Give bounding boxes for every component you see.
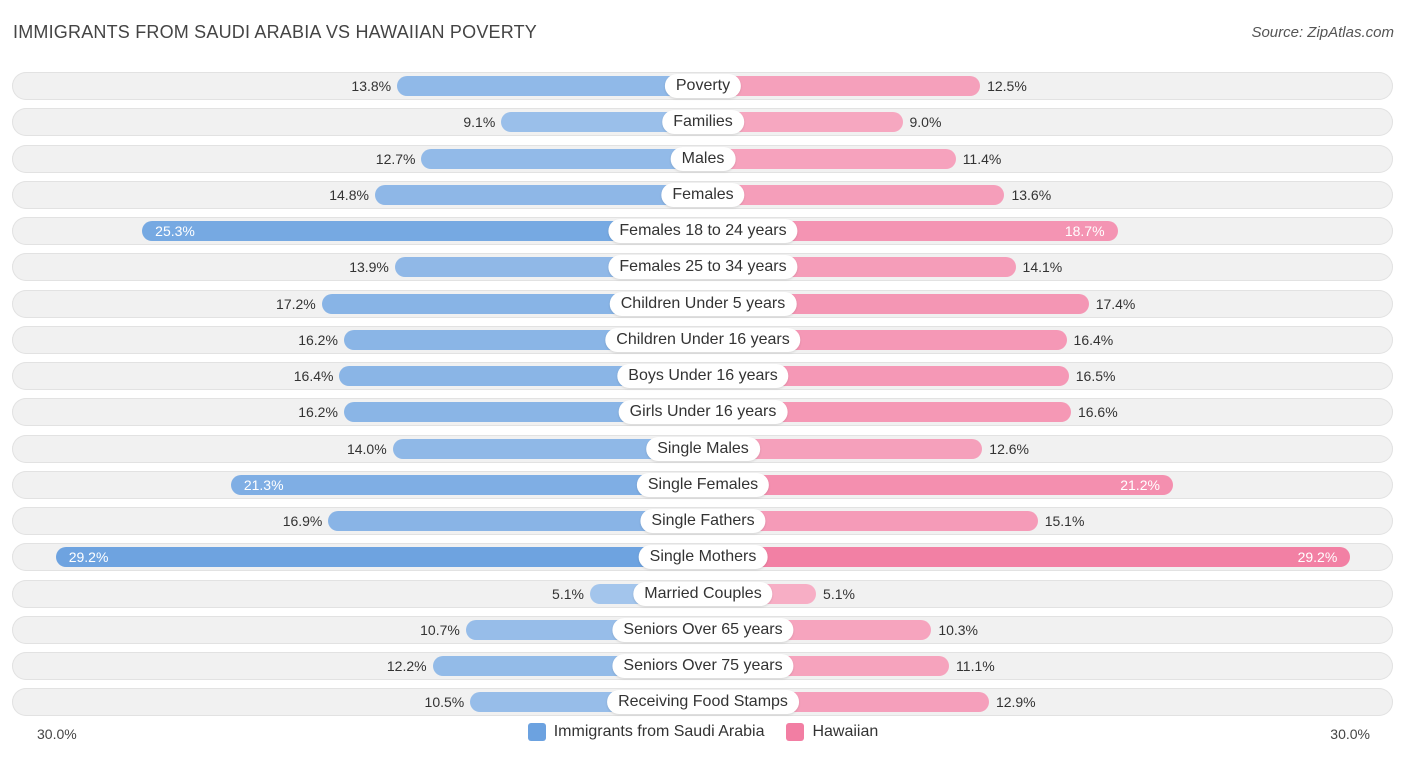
bar-left[interactable] <box>421 148 703 169</box>
bar-left[interactable] <box>230 474 703 495</box>
value-label-left: 14.8% <box>329 186 369 203</box>
value-label-right: 12.5% <box>987 78 1027 94</box>
bar-right[interactable] <box>703 293 1089 314</box>
bar-right[interactable] <box>703 547 1351 568</box>
source-note: Source: ZipAtlas.com <box>1251 24 1394 41</box>
value-label-right: 21.2% <box>1120 476 1160 493</box>
value-label-right: 11.4% <box>962 150 1002 167</box>
value-label-left: 29.2% <box>68 549 109 566</box>
category-label: Families <box>662 110 744 135</box>
category-label: Single Males <box>646 436 760 461</box>
value-label-left: 10.5% <box>424 694 465 711</box>
bar-left[interactable] <box>142 221 703 241</box>
value-label-left: 9.1% <box>463 114 496 131</box>
category-label: Poverty <box>664 74 742 98</box>
value-label-left: 16.2% <box>298 404 338 421</box>
category-label: Seniors Over 65 years <box>612 617 794 642</box>
category-label: Boys Under 16 years <box>617 364 789 388</box>
value-label-right: 10.3% <box>938 621 979 638</box>
category-label: Single Mothers <box>638 545 768 570</box>
category-label: Single Fathers <box>640 509 766 533</box>
legend-swatch-left <box>527 723 546 741</box>
category-label: Females <box>661 182 745 207</box>
bar-right[interactable] <box>703 366 1069 386</box>
value-label-right: 12.6% <box>989 440 1029 457</box>
category-label: Receiving Food Stamps <box>607 690 799 715</box>
bar-right[interactable] <box>703 184 1005 205</box>
category-label: Girls Under 16 years <box>618 400 788 425</box>
bar-left[interactable] <box>343 402 703 423</box>
value-label-left: 17.2% <box>276 295 316 312</box>
bar-right[interactable] <box>703 402 1071 423</box>
value-label-left: 16.9% <box>282 513 323 529</box>
value-label-right: 11.1% <box>956 658 995 674</box>
value-label-right: 16.6% <box>1077 404 1118 421</box>
value-label-left: 5.1% <box>552 585 584 602</box>
bar-left[interactable] <box>392 438 703 459</box>
value-label-right: 9.0% <box>909 114 942 131</box>
bar-right[interactable] <box>703 148 956 169</box>
value-label-right: 16.5% <box>1075 368 1116 384</box>
bar-left[interactable] <box>321 293 703 314</box>
value-label-left: 25.3% <box>155 223 195 239</box>
value-label-right: 18.7% <box>1064 223 1105 239</box>
category-label: Children Under 16 years <box>605 327 801 352</box>
category-label: Children Under 5 years <box>609 291 797 316</box>
category-label: Seniors Over 75 years <box>612 654 794 678</box>
value-label-left: 10.7% <box>420 621 460 638</box>
value-label-right: 17.4% <box>1095 295 1136 312</box>
value-label-right: 29.2% <box>1297 549 1338 566</box>
bar-left[interactable] <box>55 547 703 568</box>
value-label-left: 12.7% <box>375 150 416 167</box>
legend-label-right: Hawaiian <box>812 723 879 740</box>
category-label: Females 18 to 24 years <box>608 219 798 243</box>
legend: Immigrants from Saudi Arabia Hawaiian <box>0 723 1406 741</box>
value-label-right: 14.1% <box>1022 259 1063 276</box>
value-label-left: 14.0% <box>346 440 387 457</box>
bar-right[interactable] <box>703 474 1173 495</box>
bar-left[interactable] <box>328 511 703 531</box>
value-label-left: 12.2% <box>386 658 427 674</box>
axis-min-label: 30.0% <box>37 726 77 742</box>
legend-item-left[interactable]: Immigrants from Saudi Arabia <box>527 723 765 741</box>
bar-right[interactable] <box>703 112 903 133</box>
value-label-left: 21.3% <box>243 476 284 493</box>
bar-left[interactable] <box>501 112 703 133</box>
category-label: Married Couples <box>633 581 773 606</box>
value-label-left: 16.4% <box>293 368 334 384</box>
value-label-right: 13.6% <box>1011 186 1052 203</box>
value-label-right: 5.1% <box>823 585 855 602</box>
value-label-left: 13.8% <box>351 78 392 94</box>
chart-title: IMMIGRANTS FROM SAUDI ARABIA VS HAWAIIAN… <box>13 22 538 42</box>
bar-right[interactable] <box>703 76 981 96</box>
value-label-left: 13.9% <box>349 259 389 276</box>
category-label: Males <box>670 146 736 171</box>
bar-left[interactable] <box>397 76 703 96</box>
category-label: Single Females <box>636 472 770 497</box>
value-label-left: 16.2% <box>298 331 338 348</box>
legend-item-right[interactable]: Hawaiian <box>786 723 878 741</box>
value-label-right: 16.4% <box>1073 331 1114 348</box>
bar-right[interactable] <box>703 221 1118 241</box>
bar-left[interactable] <box>374 184 703 205</box>
value-label-right: 12.9% <box>995 694 1036 711</box>
bar-right[interactable] <box>703 511 1038 531</box>
axis-max-label: 30.0% <box>1330 726 1370 742</box>
legend-swatch-right <box>786 723 805 741</box>
legend-label-left: Immigrants from Saudi Arabia <box>553 723 765 740</box>
value-label-right: 15.1% <box>1044 513 1085 529</box>
bar-left[interactable] <box>339 366 703 386</box>
bar-right[interactable] <box>703 438 983 459</box>
category-label: Females 25 to 34 years <box>608 255 798 280</box>
